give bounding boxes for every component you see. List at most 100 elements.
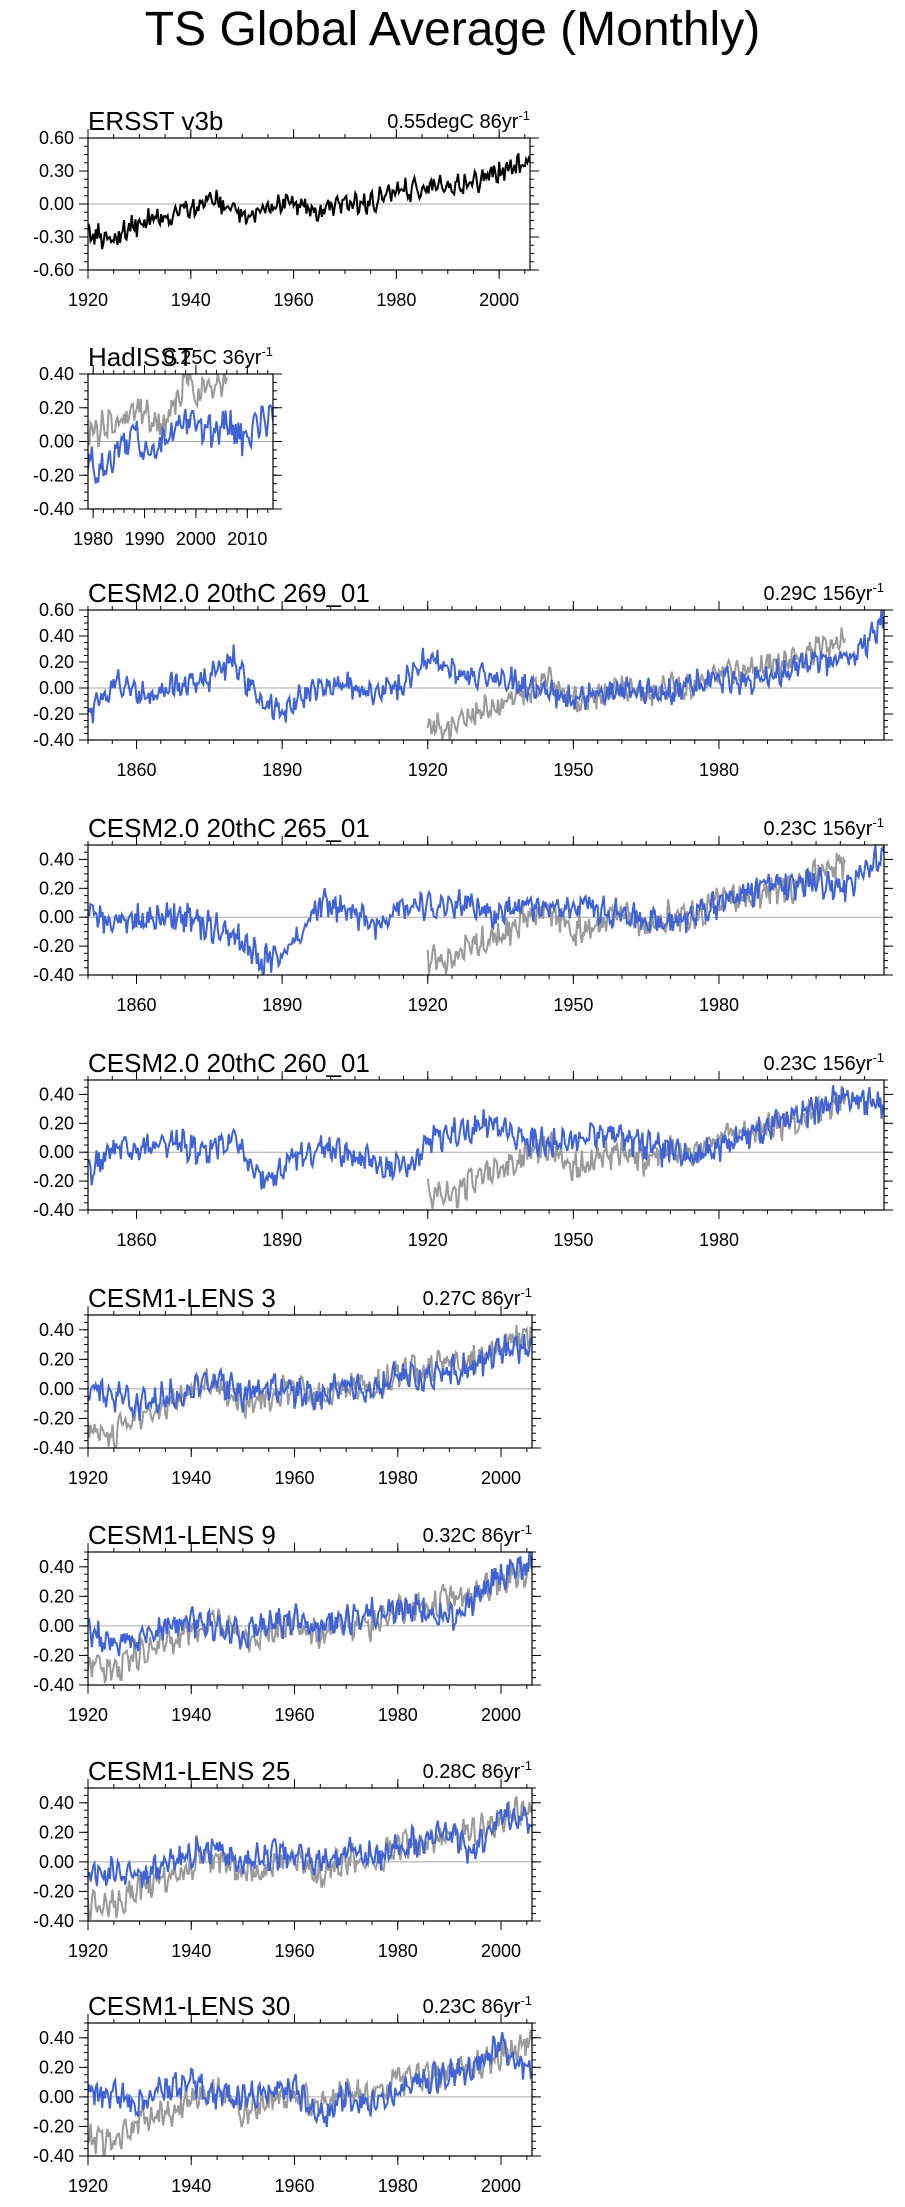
trend-annotation: 0.55degC 86yr-1 <box>387 108 530 133</box>
chart-title: CESM1-LENS 30 <box>88 1991 290 2021</box>
y-tick-label: 0.20 <box>39 1822 74 1842</box>
x-tick-label: 2000 <box>481 1941 521 1961</box>
y-tick-label: -0.20 <box>33 704 74 724</box>
trend-annotation: 0.29C 156yr-1 <box>763 580 884 605</box>
x-tick-label: 2000 <box>176 529 216 549</box>
x-tick-label: 1940 <box>171 1941 211 1961</box>
y-tick-label: -0.20 <box>33 1171 74 1191</box>
x-tick-label: 2000 <box>481 1705 521 1725</box>
x-tick-label: 2010 <box>227 529 267 549</box>
trend-value: 0.23C 156yr <box>763 818 872 840</box>
x-tick-label: 1950 <box>553 1230 593 1250</box>
chart-panel: CESM1-LENS 3 0.27C 86yr-1 1920 1940 1960 1980… <box>33 1283 541 1488</box>
trend-exponent: -1 <box>872 580 884 595</box>
y-tick-label: 0.00 <box>39 194 74 214</box>
trend-value: 0.25C 36yr <box>164 347 262 369</box>
x-tick-label: 1960 <box>274 1941 314 1961</box>
x-tick-label: 1980 <box>378 2176 418 2196</box>
x-tick-label: 1980 <box>378 1941 418 1961</box>
y-tick-label: -0.40 <box>33 1200 74 1220</box>
y-tick-label: 0.60 <box>39 600 74 620</box>
x-tick-label: 1890 <box>262 995 302 1015</box>
x-tick-label: 1950 <box>553 760 593 780</box>
y-tick-label: 0.40 <box>39 2028 74 2048</box>
x-tick-label: 1920 <box>68 1705 108 1725</box>
y-tick-label: 0.40 <box>39 364 74 384</box>
trend-annotation: 0.25C 36yr-1 <box>164 344 273 369</box>
plot-frame <box>87 1551 533 1686</box>
chart-panel: CESM1-LENS 25 0.28C 86yr-1 1920 1940 1960 198… <box>33 1756 541 1961</box>
chart-panel: CESM1-LENS 9 0.32C 86yr-1 1920 1940 1960 1980… <box>33 1520 541 1725</box>
trend-value: 0.55degC 86yr <box>387 111 519 133</box>
series-line-observed <box>426 1085 847 1209</box>
plot-frame <box>87 2022 533 2157</box>
y-tick-label: -0.20 <box>33 1881 74 1901</box>
y-tick-label: -0.30 <box>33 227 74 247</box>
x-tick-label: 2000 <box>481 2176 521 2196</box>
x-tick-label: 1920 <box>68 2176 108 2196</box>
x-tick-label: 1980 <box>378 1705 418 1725</box>
x-tick-label: 1860 <box>117 1230 157 1250</box>
y-tick-label: 0.20 <box>39 2057 74 2077</box>
x-tick-label: 2000 <box>479 290 519 310</box>
y-tick-label: 0.00 <box>39 1616 74 1636</box>
y-tick-label: 0.00 <box>39 2087 74 2107</box>
y-tick-label: 0.20 <box>39 878 74 898</box>
y-tick-label: 0.40 <box>39 1320 74 1340</box>
x-tick-label: 1960 <box>274 290 314 310</box>
y-tick-label: 0.40 <box>39 1084 74 1104</box>
y-tick-label: 0.00 <box>39 907 74 927</box>
x-tick-label: 1960 <box>274 1468 314 1488</box>
y-tick-label: 0.20 <box>39 1586 74 1606</box>
chart-title: CESM1-LENS 25 <box>88 1756 290 1786</box>
trend-exponent: -1 <box>520 1285 532 1300</box>
y-tick-label: 0.20 <box>39 652 74 672</box>
y-tick-label: 0.00 <box>39 1852 74 1872</box>
series-line-observed <box>426 627 847 740</box>
trend-exponent: -1 <box>261 344 273 359</box>
y-tick-label: -0.40 <box>33 965 74 985</box>
chart-panel: CESM2.0 20thC 265_01 0.23C 156yr-1 1860 189… <box>33 813 893 1015</box>
y-tick-label: 0.40 <box>39 849 74 869</box>
y-tick-label: -0.40 <box>33 1675 74 1695</box>
x-tick-label: 2000 <box>481 1468 521 1488</box>
x-tick-label: 1940 <box>171 2176 211 2196</box>
y-tick-label: 0.40 <box>39 1557 74 1577</box>
y-tick-label: 0.40 <box>39 1793 74 1813</box>
y-tick-label: -0.20 <box>33 1645 74 1665</box>
x-tick-label: 1990 <box>125 529 165 549</box>
x-tick-label: 1860 <box>117 760 157 780</box>
chart-title: CESM2.0 20thC 269_01 <box>88 578 370 608</box>
y-tick-label: -0.20 <box>33 465 74 485</box>
x-tick-label: 1980 <box>378 1468 418 1488</box>
x-tick-label: 1980 <box>73 529 113 549</box>
chart-title: ERSST v3b <box>88 106 223 136</box>
trend-value: 0.32C 86yr <box>423 1525 521 1547</box>
x-tick-label: 1920 <box>68 1941 108 1961</box>
page-title: TS Global Average (Monthly) <box>144 3 761 56</box>
y-tick-label: -0.60 <box>33 260 74 280</box>
y-tick-label: -0.40 <box>33 1438 74 1458</box>
y-tick-label: 0.20 <box>39 1349 74 1369</box>
x-tick-label: 1980 <box>699 1230 739 1250</box>
x-tick-label: 1980 <box>376 290 416 310</box>
trend-exponent: -1 <box>520 1993 532 2008</box>
trend-annotation: 0.23C 156yr-1 <box>763 1050 884 1075</box>
x-tick-label: 1960 <box>274 2176 314 2196</box>
x-tick-label: 1920 <box>408 1230 448 1250</box>
y-tick-label: 0.40 <box>39 626 74 646</box>
x-tick-label: 1890 <box>262 1230 302 1250</box>
x-tick-label: 1980 <box>699 760 739 780</box>
y-tick-label: 0.60 <box>39 128 74 148</box>
trend-exponent: -1 <box>872 815 884 830</box>
trend-value: 0.23C 86yr <box>423 1996 521 2018</box>
series-line-observed <box>88 374 228 448</box>
y-tick-label: 0.00 <box>39 1379 74 1399</box>
plot-frame <box>87 1314 533 1449</box>
chart-title: CESM1-LENS 3 <box>88 1283 276 1313</box>
y-tick-label: -0.40 <box>33 499 74 519</box>
series-line-model <box>88 2032 532 2128</box>
chart-panel: CESM1-LENS 30 0.23C 86yr-1 1920 1940 1960 198… <box>33 1991 541 2196</box>
